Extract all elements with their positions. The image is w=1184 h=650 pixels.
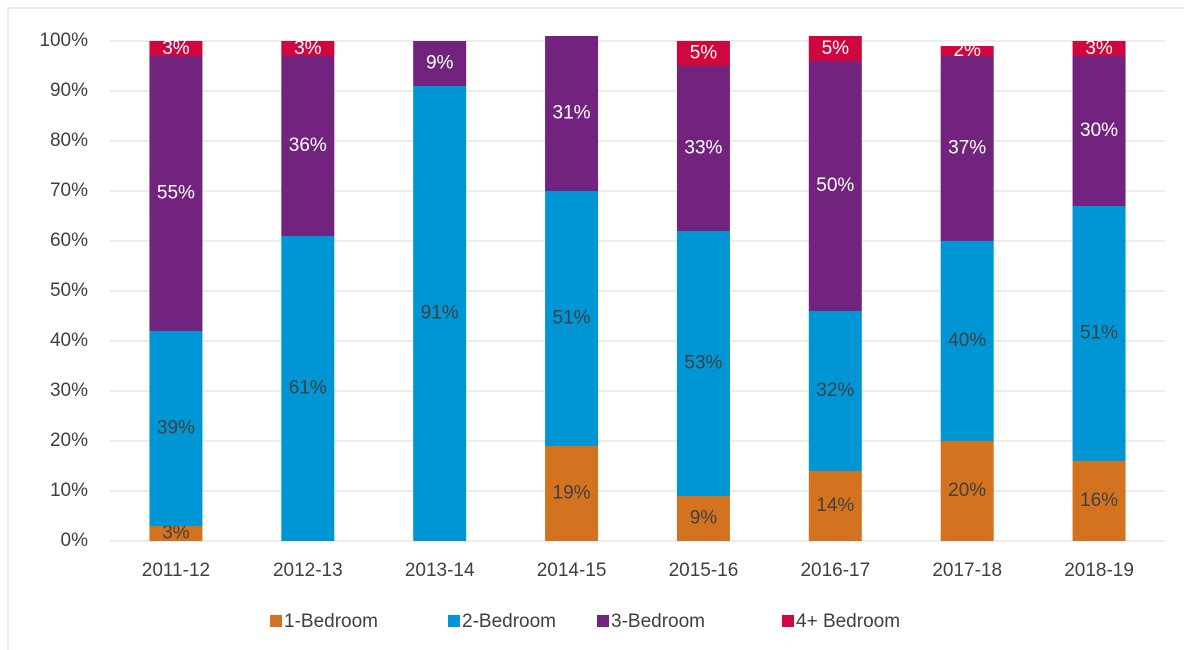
data-label: 32% [816, 380, 854, 401]
data-label: 36% [289, 135, 327, 156]
data-label: 40% [948, 330, 986, 351]
y-tick-label: 90% [50, 80, 88, 101]
bar-segment [808, 471, 862, 541]
y-tick-label: 100% [39, 30, 88, 51]
bar-segment [281, 236, 335, 541]
data-label: 30% [1080, 120, 1118, 141]
data-label: 14% [816, 495, 854, 516]
bar-segment [1072, 206, 1126, 461]
legend-swatch [597, 615, 609, 627]
bar-segment [281, 56, 335, 236]
bar-segment [1072, 461, 1126, 541]
bar-segment [149, 526, 203, 541]
y-tick-label: 0% [61, 530, 89, 551]
x-tick-label: 2012-13 [273, 560, 343, 581]
data-label: 33% [684, 138, 722, 159]
y-tick-label: 40% [50, 330, 88, 351]
legend-swatch [448, 615, 460, 627]
legend-label: 2-Bedroom [462, 611, 556, 632]
bar-segment [808, 311, 862, 471]
data-label: 50% [816, 175, 854, 196]
data-label: 53% [684, 353, 722, 374]
x-tick-label: 2014-15 [537, 560, 607, 581]
y-tick-label: 30% [50, 380, 88, 401]
data-label: 3% [1085, 38, 1113, 59]
y-tick-label: 20% [50, 430, 88, 451]
data-label: 9% [690, 508, 718, 529]
data-label: 37% [948, 138, 986, 159]
y-tick-label: 60% [50, 230, 88, 251]
legend-label: 3-Bedroom [611, 611, 705, 632]
x-tick-label: 2015-16 [669, 560, 739, 581]
legend-label: 4+ Bedroom [796, 611, 900, 632]
bar-segment [676, 41, 730, 66]
bar-segment [676, 496, 730, 541]
data-label: 3% [162, 38, 190, 59]
bar-segment [545, 446, 599, 541]
bar-segment [413, 41, 467, 86]
y-tick-label: 70% [50, 180, 88, 201]
data-label: 9% [426, 53, 454, 74]
y-tick-label: 50% [50, 280, 88, 301]
y-tick-label: 10% [50, 480, 88, 501]
data-label: 51% [553, 308, 591, 329]
data-label: 5% [822, 38, 850, 59]
bar-segment [940, 46, 994, 56]
data-label: 39% [157, 418, 195, 439]
bar-segment [1072, 56, 1126, 206]
bar-segment [281, 41, 335, 56]
legend-label: 1-Bedroom [284, 611, 378, 632]
data-label: 3% [294, 38, 322, 59]
data-label: 91% [421, 303, 459, 324]
legend-swatch [782, 615, 794, 627]
data-label: 20% [948, 480, 986, 501]
data-label: 51% [1080, 323, 1118, 344]
x-tick-label: 2016-17 [800, 560, 870, 581]
bar-segment [940, 241, 994, 441]
bar-segment [545, 191, 599, 446]
data-label: 16% [1080, 490, 1118, 511]
data-label: 55% [157, 183, 195, 204]
bar-segment [149, 331, 203, 526]
data-label: 3% [162, 523, 190, 544]
data-label: 19% [553, 483, 591, 504]
bar-segment [676, 66, 730, 231]
bar-segment [676, 231, 730, 496]
bar-segment [545, 36, 599, 191]
chart-frame [7, 7, 1184, 650]
data-label: 31% [553, 103, 591, 124]
bar-segment [940, 56, 994, 241]
bar-segment [808, 61, 862, 311]
x-tick-label: 2017-18 [932, 560, 1002, 581]
bar-segment [940, 441, 994, 541]
bar-segment [808, 36, 862, 61]
x-tick-label: 2018-19 [1064, 560, 1134, 581]
legend-swatch [270, 615, 282, 627]
x-tick-label: 2011-12 [142, 560, 210, 581]
bar-segment [1072, 41, 1126, 56]
y-tick-label: 80% [50, 130, 88, 151]
data-label: 61% [289, 378, 327, 399]
bar-segment [149, 56, 203, 331]
x-tick-label: 2013-14 [405, 560, 475, 581]
data-label: 2% [953, 40, 981, 61]
bar-segment [149, 41, 203, 56]
data-label: 5% [690, 43, 718, 64]
bar-segment [413, 86, 467, 541]
